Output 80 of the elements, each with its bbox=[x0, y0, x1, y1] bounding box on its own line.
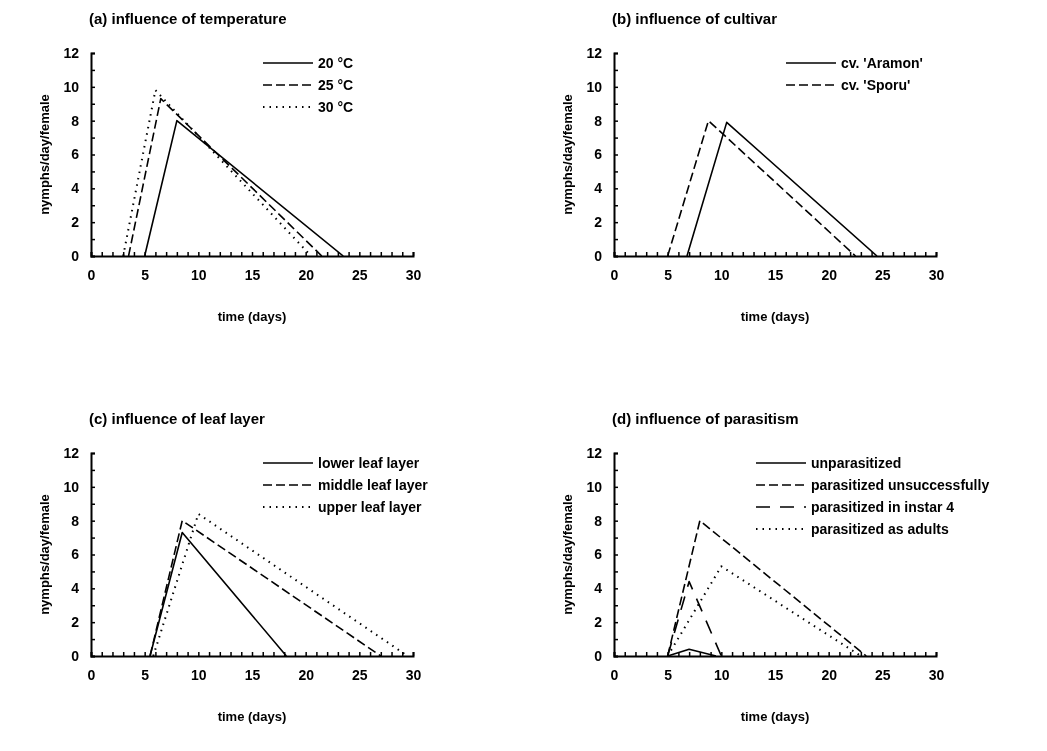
x-tick-label: 0 bbox=[87, 666, 96, 683]
y-tick-label: 6 bbox=[71, 146, 80, 163]
y-tick-label: 6 bbox=[71, 546, 80, 563]
y-tick-label: 4 bbox=[594, 180, 603, 197]
x-tick-label: 5 bbox=[141, 666, 150, 683]
legend-label: cv. 'Aramon' bbox=[841, 55, 923, 71]
x-tick-label: 0 bbox=[87, 266, 96, 283]
y-axis-title: nymphs/day/female bbox=[560, 94, 575, 215]
legend-label: unparasitized bbox=[811, 455, 902, 471]
y-tick-label: 8 bbox=[71, 112, 80, 129]
y-tick-label: 0 bbox=[71, 247, 80, 264]
y-tick-label: 6 bbox=[594, 546, 603, 563]
y-tick-label: 4 bbox=[594, 580, 603, 597]
y-tick-label: 0 bbox=[594, 247, 603, 264]
y-tick-label: 8 bbox=[71, 512, 80, 529]
x-tick-label: 10 bbox=[714, 666, 730, 683]
legend-label: lower leaf layer bbox=[318, 455, 420, 471]
x-tick-label: 15 bbox=[244, 666, 261, 683]
x-tick-label: 10 bbox=[191, 666, 207, 683]
legend-label: upper leaf layer bbox=[318, 499, 423, 515]
y-tick-label: 10 bbox=[63, 78, 80, 95]
legend-label: parasitized in instar 4 bbox=[811, 499, 955, 515]
legend-label: parasitized as adults bbox=[811, 521, 949, 537]
y-tick-label: 4 bbox=[71, 580, 80, 597]
y-tick-label: 2 bbox=[594, 614, 603, 631]
y-tick-label: 12 bbox=[63, 44, 80, 61]
chart-title: (a) influence of temperature bbox=[89, 10, 287, 27]
x-tick-label: 5 bbox=[664, 266, 673, 283]
x-tick-label: 25 bbox=[875, 266, 891, 283]
x-tick-label: 15 bbox=[767, 666, 784, 683]
x-tick-label: 20 bbox=[821, 666, 838, 683]
y-tick-label: 8 bbox=[594, 512, 603, 529]
chart-title: (d) influence of parasitism bbox=[612, 410, 799, 427]
x-tick-label: 0 bbox=[610, 266, 619, 283]
chart-title: (c) influence of leaf layer bbox=[89, 410, 266, 427]
legend-label: cv. 'Sporu' bbox=[841, 77, 911, 93]
y-axis-title: nymphs/day/female bbox=[37, 94, 52, 215]
y-tick-label: 12 bbox=[586, 44, 603, 61]
x-tick-label: 5 bbox=[664, 666, 673, 683]
x-tick-label: 10 bbox=[191, 266, 207, 283]
x-tick-label: 15 bbox=[767, 266, 784, 283]
x-tick-label: 20 bbox=[298, 666, 315, 683]
x-tick-label: 30 bbox=[928, 266, 945, 283]
y-tick-label: 0 bbox=[594, 647, 603, 664]
x-axis-title: time (days) bbox=[740, 709, 810, 724]
x-tick-label: 0 bbox=[610, 666, 619, 683]
legend-label: 20 °C bbox=[318, 55, 354, 71]
y-tick-label: 4 bbox=[71, 180, 80, 197]
x-tick-label: 20 bbox=[821, 266, 838, 283]
y-tick-label: 2 bbox=[71, 214, 80, 231]
y-axis-title: nymphs/day/female bbox=[37, 494, 52, 615]
y-tick-label: 10 bbox=[586, 478, 603, 495]
x-tick-label: 30 bbox=[928, 666, 945, 683]
x-axis-title: time (days) bbox=[217, 709, 287, 724]
x-tick-label: 30 bbox=[405, 266, 422, 283]
x-axis-title: time (days) bbox=[740, 309, 810, 324]
y-tick-label: 0 bbox=[71, 647, 80, 664]
legend-label: 25 °C bbox=[318, 77, 354, 93]
x-tick-label: 20 bbox=[298, 266, 315, 283]
x-tick-label: 25 bbox=[875, 666, 891, 683]
y-axis-title: nymphs/day/female bbox=[560, 494, 575, 615]
x-tick-label: 5 bbox=[141, 266, 150, 283]
y-tick-label: 2 bbox=[71, 614, 80, 631]
y-tick-label: 10 bbox=[63, 478, 80, 495]
legend-label: 30 °C bbox=[318, 99, 354, 115]
x-tick-label: 10 bbox=[714, 266, 730, 283]
y-tick-label: 10 bbox=[586, 78, 603, 95]
legend-label: parasitized unsuccessfully bbox=[811, 477, 990, 493]
legend-label: middle leaf layer bbox=[318, 477, 429, 493]
y-tick-label: 2 bbox=[594, 214, 603, 231]
y-tick-label: 12 bbox=[586, 444, 603, 461]
chart-title: (b) influence of cultivar bbox=[612, 10, 778, 27]
x-axis-title: time (days) bbox=[217, 309, 287, 324]
x-tick-label: 25 bbox=[352, 266, 368, 283]
x-tick-label: 15 bbox=[244, 266, 261, 283]
y-tick-label: 8 bbox=[594, 112, 603, 129]
x-tick-label: 30 bbox=[405, 666, 422, 683]
y-tick-label: 6 bbox=[594, 146, 603, 163]
x-tick-label: 25 bbox=[352, 666, 368, 683]
y-tick-label: 12 bbox=[63, 444, 80, 461]
